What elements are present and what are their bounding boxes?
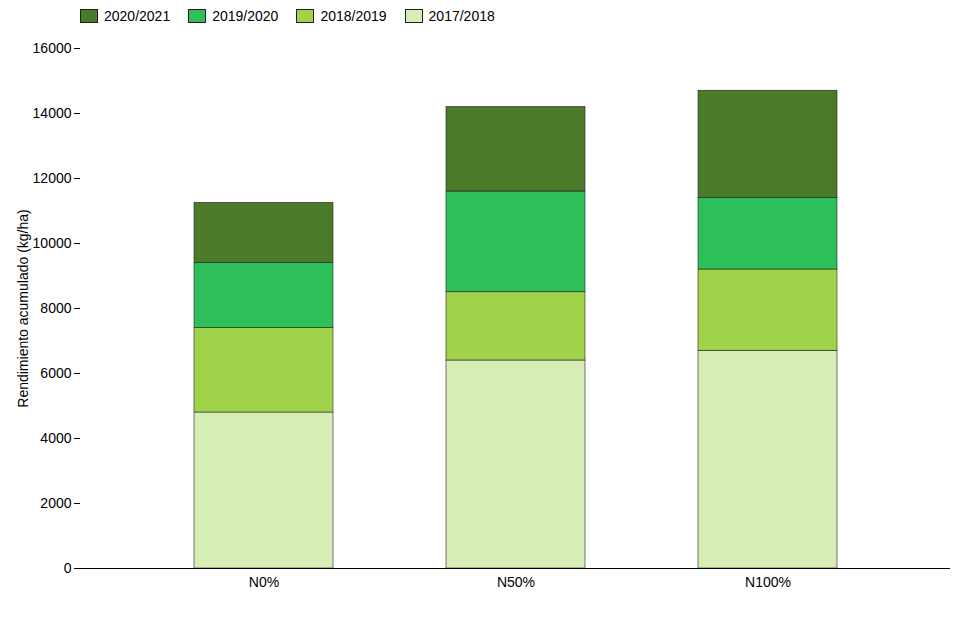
html-text:2017/2018: 2017/2018	[428, 8, 495, 24]
svg-text:12000: 12000	[33, 170, 72, 186]
svg-text:16000: 16000	[33, 40, 72, 56]
svg-text:N0%: N0%	[249, 574, 279, 590]
svg-text:N50%: N50%	[497, 574, 535, 590]
svg-text:Rendimiento acumulado (kg/ha): Rendimiento acumulado (kg/ha)	[15, 209, 31, 407]
svg-text:14000: 14000	[33, 105, 72, 121]
svg-text:10000: 10000	[33, 235, 72, 251]
svg-text:4000: 4000	[40, 430, 71, 446]
svg-text:0: 0	[64, 560, 72, 576]
svg-text:N100%: N100%	[745, 574, 791, 590]
html-text:2020/2021: 2020/2021	[104, 8, 171, 24]
svg-text:2000: 2000	[40, 495, 71, 511]
html-text:2019/2020: 2019/2020	[212, 8, 279, 24]
html-text:2018/2019: 2018/2019	[320, 8, 387, 24]
svg-text:6000: 6000	[40, 365, 71, 381]
svg-text:8000: 8000	[40, 300, 71, 316]
